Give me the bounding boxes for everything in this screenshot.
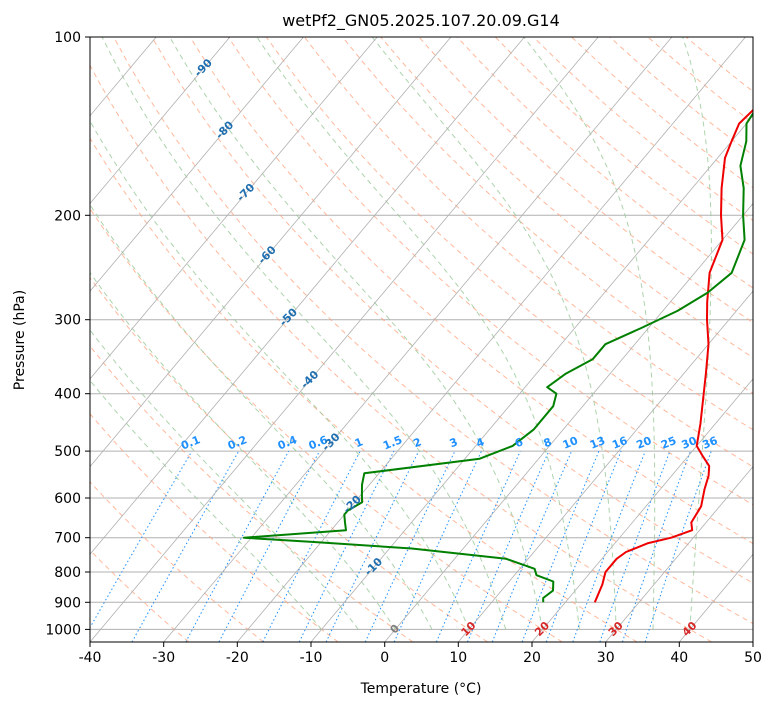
y-tick-label: 600 [54, 491, 81, 507]
x-tick-label: 30 [597, 650, 615, 666]
y-tick-label: 100 [54, 30, 81, 46]
x-axis-label: Temperature (°C) [360, 681, 482, 697]
x-tick-label: -10 [300, 650, 323, 666]
y-tick-label: 300 [54, 313, 81, 329]
y-tick-label: 400 [54, 387, 81, 403]
x-tick-label: -40 [79, 650, 102, 666]
chart-title: wetPf2_GN05.2025.107.20.09.G14 [282, 11, 560, 31]
y-tick-label: 800 [54, 565, 81, 581]
x-tick-label: 0 [380, 650, 389, 666]
x-tick-label: 10 [449, 650, 467, 666]
x-tick-label: -30 [152, 650, 175, 666]
y-tick-label: 900 [54, 595, 81, 611]
y-tick-label: 700 [54, 531, 81, 547]
x-tick-label: -20 [226, 650, 249, 666]
x-tick-label: 50 [744, 650, 762, 666]
y-tick-label: 200 [54, 208, 81, 224]
y-tick-label: 500 [54, 444, 81, 460]
x-tick-label: 20 [523, 650, 541, 666]
y-axis-label: Pressure (hPa) [12, 290, 28, 390]
y-tick-label: 1000 [45, 622, 81, 638]
x-tick-label: 40 [670, 650, 688, 666]
